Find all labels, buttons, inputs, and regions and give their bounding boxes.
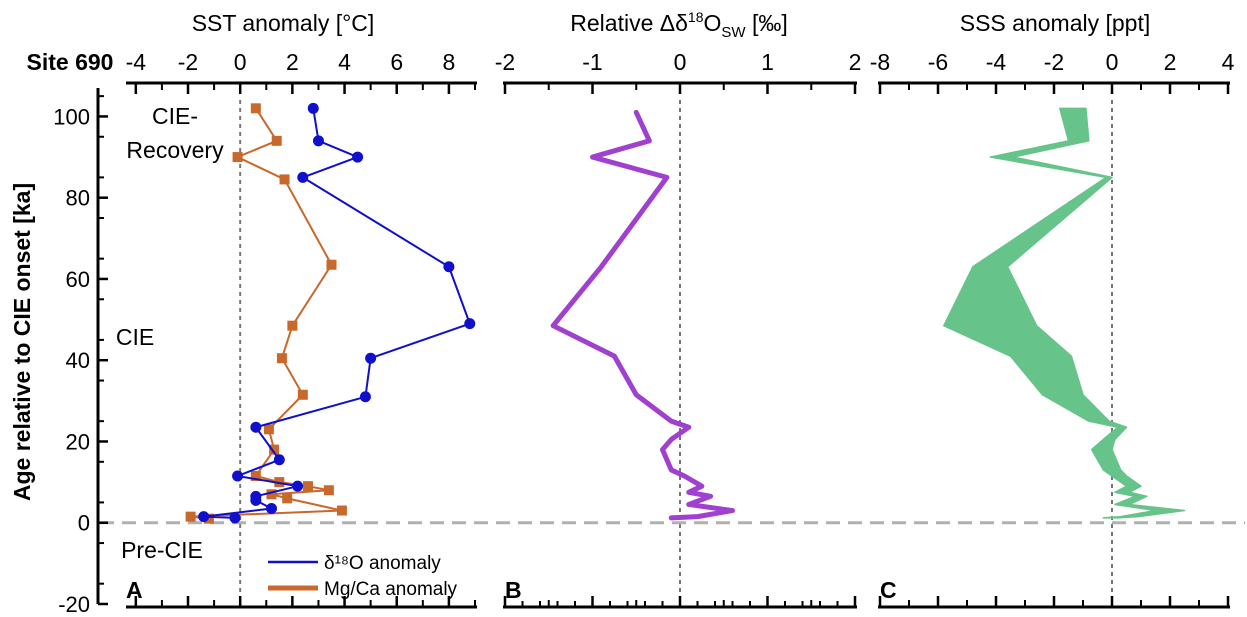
panel-c-x-tick-label: -8 [870,49,890,75]
site-label: Site 690 [27,49,114,75]
mgca-anomaly-point [263,424,274,435]
panel-letter-a: A [126,577,143,603]
panel-c-x-tick-label: -4 [986,49,1007,75]
mgca-anomaly-point [297,389,308,400]
d18o-anomaly-point [307,102,319,114]
legend-d18o-label: δ¹⁸O anomaly [324,553,441,574]
panel-letter-b: B [505,577,522,603]
panel-a-x-tick-label: 6 [390,49,403,75]
panel-b-title-sub: SW [721,24,746,41]
mgca-anomaly-point [323,485,334,496]
y-tick-label: 20 [66,429,90,454]
d18o-anomaly-line [202,108,471,519]
d18o-anomaly-point [265,503,277,515]
d18o-anomaly-point [292,480,304,492]
mgca-anomaly-point [269,444,280,455]
panel-a-x-tick-label: -2 [178,49,198,75]
d18o-anomaly-point [232,470,244,482]
panel-c-x-tick-label: -6 [928,49,948,75]
d18o-anomaly-point [352,151,364,163]
panel-c-title: SSS anomaly [ppt] [960,10,1151,36]
mgca-anomaly-point [203,513,214,524]
d18o-anomaly-point [229,512,241,524]
y-tick-label: 40 [66,348,90,373]
phase-label-cie: CIE [116,324,154,350]
mgca-anomaly-point [250,471,261,482]
d18o-anomaly-point [198,511,210,523]
legend: δ¹⁸O anomaly Mg/Ca anomaly [268,553,458,600]
panel-a-x-tick-label: 2 [286,49,299,75]
panel-a-x-tick-label: 4 [338,49,351,75]
mgca-anomaly-point [287,320,298,331]
d18o-anomaly-point [312,135,324,147]
y-tick-label: 100 [53,104,90,129]
mgca-anomaly-point [250,103,261,114]
mgca-anomaly-point [326,259,337,270]
mgca-anomaly-point [282,493,293,504]
panel-a-x-tick-label: 8 [443,49,456,75]
d18o-anomaly-point [464,318,476,330]
mgca-anomaly-point [276,353,287,364]
d18o-anomaly-point [297,171,309,183]
panel-c-x-tick-label: 4 [1222,49,1235,75]
delta-o18-sw-line [550,109,735,521]
mgca-anomaly-point [232,152,243,163]
d18o-anomaly-point [273,454,285,466]
panel-c-x-tick-label: 0 [1106,49,1119,75]
mgca-anomaly-point [185,511,196,522]
phase-label-recovery-2: Recovery [126,137,224,163]
y-tick-label: 60 [66,267,90,292]
panel-b-x-tick-label: 0 [674,49,687,75]
y-axis-label: Age relative to CIE onset [ka] [9,183,35,501]
panel-a-x-tick-label: 0 [234,49,247,75]
panel-b-title: Relative Δδ18OSW [‰] [570,9,787,41]
mgca-anomaly-point [336,505,347,516]
d18o-anomaly-point [250,421,262,433]
d18o-anomaly-point [443,261,455,273]
panel-letter-c: C [880,577,897,603]
panel-b-title-o: O [704,10,722,36]
mgca-anomaly-point [279,174,290,185]
mgca-anomaly-point [271,135,282,146]
d18o-anomaly-point [250,494,262,506]
panel-b-x-tick-label: 1 [761,49,774,75]
d18o-anomaly-point [359,391,371,403]
panel-b-x-tick-label: 2 [849,49,862,75]
panel-c-x-tick-label: -2 [1044,49,1064,75]
panel-b-x-tick-label: -2 [495,49,515,75]
phase-label-recovery-1: CIE- [152,103,198,129]
panel-b-title-unit: [‰] [746,10,788,36]
data-layer [185,102,1186,524]
y-tick-label: 0 [78,511,90,536]
y-tick-label: -20 [58,592,90,617]
mgca-anomaly-line [189,107,343,520]
panel-c-x-tick-label: 2 [1164,49,1177,75]
panel-b-x-tick-label: -1 [582,49,602,75]
d18o-anomaly-point [365,352,377,364]
reference-lines-layer [100,100,1245,604]
legend-mgca-label: Mg/Ca anomaly [324,579,458,600]
panel-a-x-tick-label: -4 [126,49,147,75]
mgca-anomaly-point [303,481,314,492]
sss-anomaly-band [943,107,1186,519]
mgca-anomaly-point [266,489,277,500]
panel-b-title-prefix: Relative Δδ [570,10,688,36]
phase-label-pre-cie: Pre-CIE [121,537,203,563]
panel-a-title: SST anomaly [°C] [192,10,375,36]
y-tick-label: 80 [66,186,90,211]
panel-b-title-sup: 18 [688,9,704,25]
